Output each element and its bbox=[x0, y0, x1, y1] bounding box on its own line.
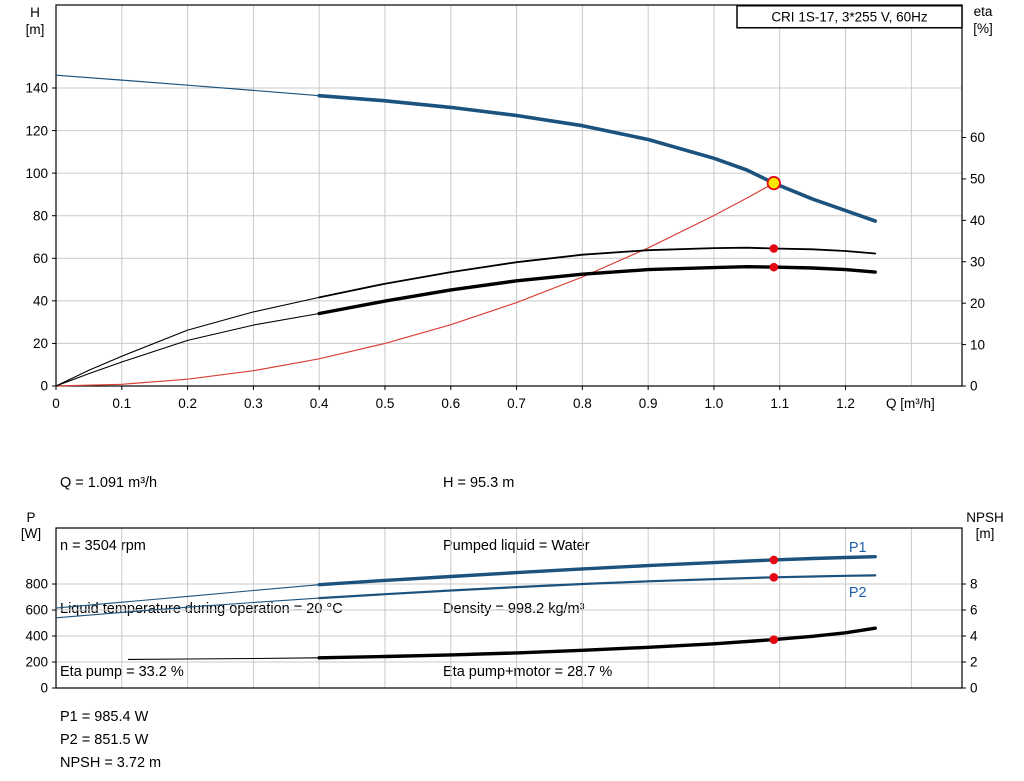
operating-point-dot bbox=[769, 244, 779, 253]
p2-curve-lead bbox=[55, 597, 320, 619]
right-axis-tick-label: 2 bbox=[970, 655, 978, 670]
left-axis-tick-label: 80 bbox=[33, 208, 48, 223]
pump-title: CRI 1S-17, 3*255 V, 60Hz bbox=[771, 10, 928, 25]
right-axis-tick-label: 10 bbox=[970, 337, 985, 352]
system-curve bbox=[55, 182, 775, 387]
left-axis-tick-label: 100 bbox=[25, 166, 48, 181]
eta-pump-motor-curve bbox=[317, 265, 877, 316]
right-axis-tick-label: 20 bbox=[970, 296, 985, 311]
right-axis-title: [m] bbox=[976, 526, 995, 541]
curve-label-p2: P2 bbox=[849, 585, 867, 601]
curve-label-p1: P1 bbox=[849, 540, 867, 556]
x-axis-title: Q [m³/h] bbox=[886, 396, 935, 411]
eta-pump-curve-lead bbox=[55, 296, 320, 387]
eta-pump-curve bbox=[318, 246, 877, 299]
pump-title-box bbox=[736, 5, 963, 29]
info-eta-pump: Eta pump = 33.2 % bbox=[60, 664, 184, 680]
npsh-curve-lead bbox=[127, 657, 320, 660]
info-p2: P2 = 851.5 W bbox=[60, 732, 149, 748]
right-axis-tick-label: 60 bbox=[970, 130, 985, 145]
x-axis-tick-label: 1.0 bbox=[705, 396, 724, 411]
duty-point-marker bbox=[766, 176, 781, 191]
left-axis-title: [m] bbox=[26, 22, 45, 37]
x-axis-tick-label: 0 bbox=[52, 396, 60, 411]
left-axis-title: H bbox=[30, 5, 40, 20]
info-eta-pump-motor: Eta pump+motor = 28.7 % bbox=[443, 664, 613, 680]
right-axis-tick-label: 40 bbox=[970, 213, 985, 228]
right-axis-tick-label: 50 bbox=[970, 172, 985, 187]
x-axis-tick-label: 0.9 bbox=[639, 396, 658, 411]
x-axis-tick-label: 0.6 bbox=[441, 396, 460, 411]
operating-point-dot bbox=[769, 635, 779, 644]
x-axis-tick-label: 1.2 bbox=[836, 396, 855, 411]
left-axis-tick-label: 0 bbox=[40, 681, 48, 696]
right-axis-tick-label: 0 bbox=[970, 681, 978, 696]
left-axis-title: P bbox=[26, 510, 35, 525]
left-axis-tick-label: 600 bbox=[25, 603, 48, 618]
info-npsh: NPSH = 3.72 m bbox=[60, 755, 162, 771]
power-npsh-chart: 0 200 400 600 800 0 2 4 6 8 P[W] NPSH[m] P1 P2 bbox=[21, 510, 1004, 696]
left-axis-tick-label: 140 bbox=[25, 81, 48, 96]
x-axis-tick-label: 0.5 bbox=[376, 396, 395, 411]
info-p1: P1 = 985.4 W bbox=[60, 709, 149, 725]
info-head: H = 95.3 m bbox=[443, 475, 515, 491]
left-axis-tick-label: 40 bbox=[33, 294, 48, 309]
operating-point-dot bbox=[769, 262, 779, 272]
x-axis-tick-label: 1.1 bbox=[770, 396, 789, 411]
x-axis-tick-label: 0.3 bbox=[244, 396, 263, 411]
p1-curve bbox=[317, 555, 877, 587]
left-axis-tick-label: 120 bbox=[25, 123, 48, 138]
right-axis-tick-label: 30 bbox=[970, 254, 985, 269]
left-axis-tick-label: 800 bbox=[25, 577, 48, 592]
info-pumped-liquid: Pumped liquid = Water bbox=[443, 538, 590, 554]
right-axis-tick-label: 4 bbox=[970, 629, 978, 644]
plot-frame bbox=[55, 527, 963, 689]
eta-pump-motor-curve-lead bbox=[55, 312, 320, 387]
left-axis-tick-label: 60 bbox=[33, 251, 48, 266]
x-axis-tick-label: 0.8 bbox=[573, 396, 592, 411]
duty-info-left-column: Q = 1.091 m³/h n = 3504 rpm Liquid tempe… bbox=[60, 431, 343, 725]
left-axis-tick-label: 200 bbox=[25, 655, 48, 670]
right-axis-tick-label: 8 bbox=[970, 577, 978, 592]
info-liquid-temperature: Liquid temperature during operation = 20… bbox=[60, 601, 343, 617]
operating-point-dot bbox=[769, 573, 779, 582]
info-speed: n = 3504 rpm bbox=[60, 538, 146, 554]
left-axis-tick-label: 400 bbox=[25, 629, 48, 644]
info-flow: Q = 1.091 m³/h bbox=[60, 475, 158, 491]
npsh-curve bbox=[317, 626, 877, 660]
p1-curve-lead bbox=[55, 584, 320, 609]
x-axis-tick-label: 0.4 bbox=[310, 396, 329, 411]
operating-point-dot bbox=[769, 555, 779, 565]
left-axis-title: [W] bbox=[21, 526, 41, 541]
right-axis-title: eta bbox=[974, 4, 993, 19]
right-axis-tick-label: 0 bbox=[970, 379, 978, 394]
head-curve-lead bbox=[55, 74, 320, 97]
p2-curve bbox=[318, 574, 877, 600]
left-axis-tick-label: 0 bbox=[40, 379, 48, 394]
x-axis-tick-label: 0.2 bbox=[178, 396, 197, 411]
left-axis-tick-label: 20 bbox=[33, 336, 48, 351]
right-axis-title: [%] bbox=[973, 21, 993, 36]
plot-frame bbox=[55, 4, 963, 387]
power-info-block: P1 = 985.4 W P2 = 851.5 W NPSH = 3.72 m bbox=[60, 706, 161, 775]
qh-eta-chart: 0 20 40 60 80 100 120 140 0 10 20 30 40 50 60 0 0.1 0.2 0.… bbox=[25, 4, 993, 411]
right-axis-tick-label: 6 bbox=[970, 603, 978, 618]
right-axis-title: NPSH bbox=[966, 510, 1004, 525]
x-axis-tick-label: 0.7 bbox=[507, 396, 526, 411]
x-axis-tick-label: 0.1 bbox=[112, 396, 131, 411]
head-curve bbox=[317, 93, 878, 223]
